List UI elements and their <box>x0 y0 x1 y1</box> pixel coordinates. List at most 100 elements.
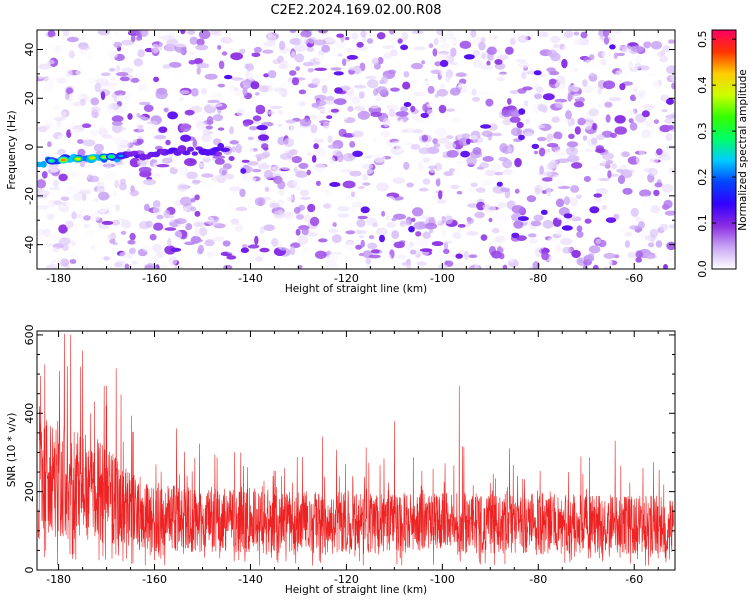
heatmap-cell <box>367 242 378 250</box>
heatmap-cell <box>250 81 260 90</box>
heatmap-cell <box>184 109 195 116</box>
heatmap-cell <box>113 162 126 166</box>
heatmap-cell <box>658 69 666 76</box>
heatmap-cell <box>410 143 421 150</box>
heatmap-cell <box>64 186 76 195</box>
heatmap-cell <box>571 162 583 169</box>
heatmap-cell <box>104 82 118 87</box>
heatmap-cell <box>116 218 125 222</box>
y-tick-label: 400 <box>23 403 36 424</box>
heatmap-cell <box>502 264 508 269</box>
heatmap-cell <box>438 190 443 200</box>
heatmap-cell <box>507 98 512 105</box>
heatmap-cell <box>283 148 290 152</box>
heatmap-cell <box>210 175 224 182</box>
heatmap-cell <box>576 230 584 238</box>
heatmap-cell <box>449 168 455 173</box>
heatmap-cell <box>584 218 592 224</box>
heatmap-cell <box>120 230 127 235</box>
heatmap-cell <box>235 206 248 212</box>
heatmap-cell <box>165 139 171 146</box>
heatmap-cell <box>114 179 119 189</box>
heatmap-cell <box>220 37 233 44</box>
heatmap-cell <box>197 162 206 168</box>
heatmap-cell <box>582 79 588 87</box>
heatmap-cell <box>583 176 592 182</box>
heatmap-cell <box>208 59 222 67</box>
heatmap-cell <box>563 196 571 206</box>
heatmap-cell <box>518 134 525 141</box>
heatmap-cell <box>495 96 508 102</box>
heatmap-cell <box>561 58 568 69</box>
heatmap-cell <box>228 156 235 161</box>
heatmap-cell <box>227 250 240 254</box>
heatmap-cell <box>370 249 380 254</box>
heatmap-cell <box>666 87 673 96</box>
heatmap-cell <box>571 250 581 258</box>
heatmap-cell <box>203 216 215 224</box>
heatmap-cell <box>119 182 127 191</box>
heatmap-cell <box>450 47 457 57</box>
heatmap-cell <box>65 92 70 101</box>
heatmap-cell <box>44 243 54 247</box>
heatmap-cell <box>642 104 655 111</box>
heatmap-cell <box>78 191 88 195</box>
heatmap-cell <box>210 250 221 257</box>
heatmap-cell <box>557 258 568 266</box>
heatmap-cell <box>458 82 465 88</box>
heatmap-cell <box>295 170 308 178</box>
heatmap-cell <box>159 35 173 41</box>
heatmap-cell <box>116 64 121 72</box>
heatmap-cell <box>201 87 208 95</box>
heatmap-cell <box>121 67 134 74</box>
heatmap-cell <box>313 138 325 144</box>
heatmap-cell <box>562 246 571 254</box>
heatmap-cell <box>624 232 633 237</box>
heatmap-cell <box>56 119 62 128</box>
y-tick-label: 200 <box>23 481 36 502</box>
heatmap-cell <box>208 30 221 35</box>
heatmap-cell <box>219 147 231 152</box>
heatmap-cell <box>253 148 258 152</box>
heatmap-cell <box>168 61 182 68</box>
heatmap-cell <box>130 77 140 83</box>
heatmap-cell <box>243 57 251 64</box>
heatmap-cell <box>516 121 524 129</box>
heatmap-cell <box>536 86 544 94</box>
heatmap-cell <box>278 90 286 96</box>
heatmap-cell <box>511 232 520 239</box>
heatmap-cell <box>498 252 505 260</box>
heatmap-cell <box>439 35 447 44</box>
heatmap-cell <box>149 233 157 241</box>
heatmap-cell <box>307 203 316 213</box>
heatmap-cell <box>357 215 368 220</box>
heatmap-cell <box>556 214 563 221</box>
heatmap-cell <box>179 90 190 95</box>
heatmap-cell <box>485 264 493 269</box>
heatmap-cell <box>89 156 95 160</box>
heatmap-cell <box>291 156 302 164</box>
heatmap-cell <box>400 106 409 112</box>
heatmap-cell <box>279 40 286 51</box>
heatmap-cell <box>666 98 674 105</box>
heatmap-cell <box>351 201 363 208</box>
heatmap-cell <box>441 230 447 238</box>
heatmap-cell <box>143 178 156 186</box>
heatmap-cell <box>180 50 185 55</box>
heatmap-cell <box>450 61 458 66</box>
heatmap-cell <box>460 150 470 158</box>
heatmap-cell <box>422 178 431 185</box>
heatmap-cell <box>455 72 467 77</box>
heatmap-cell <box>71 223 79 233</box>
heatmap-cell <box>480 64 494 71</box>
heatmap-cell <box>449 87 461 96</box>
heatmap-cell <box>652 262 660 267</box>
heatmap-cell <box>588 108 599 117</box>
heatmap-cell <box>185 219 197 225</box>
heatmap-cell <box>528 238 539 244</box>
heatmap-cell <box>648 167 658 177</box>
heatmap-cell <box>563 213 573 219</box>
heatmap-cell <box>490 132 503 137</box>
heatmap-cell <box>434 162 443 171</box>
heatmap-cell <box>60 196 70 201</box>
